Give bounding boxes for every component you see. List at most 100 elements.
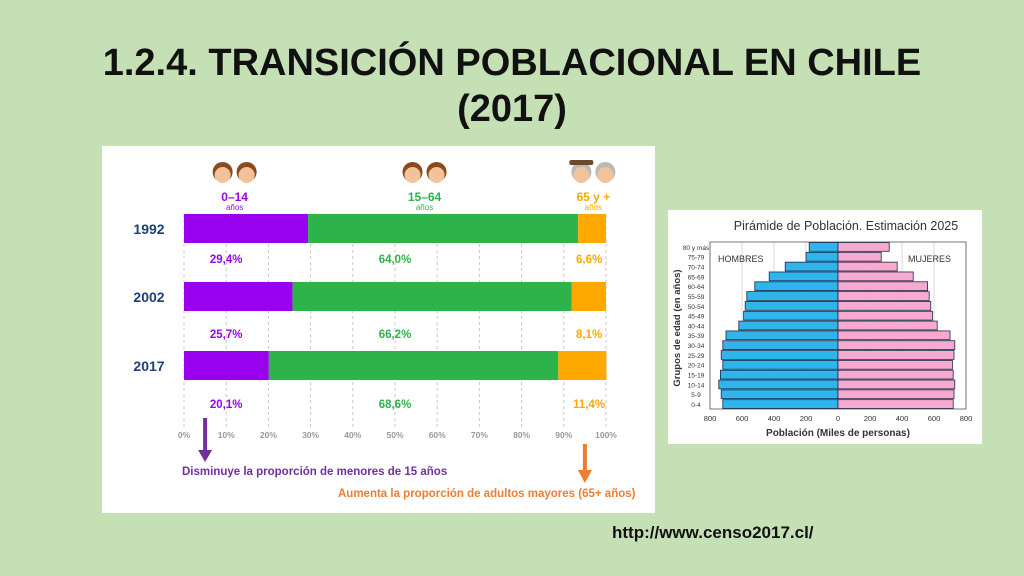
age-group-label: 75-79 <box>688 255 705 262</box>
data-label: 29,4% <box>210 254 243 266</box>
bar-women <box>837 310 933 321</box>
year-label: 2017 <box>133 358 164 374</box>
group-label-0: 0–14 <box>221 190 248 204</box>
bar-segment <box>292 282 572 311</box>
bar-women <box>837 389 955 400</box>
page-title: 1.2.4. TRANSICIÓN POBLACIONAL EN CHILE (… <box>0 40 1024 132</box>
age-group-label: 5-9 <box>691 392 701 399</box>
x-tick-label: 30% <box>302 430 319 440</box>
title-line-1: 1.2.4. TRANSICIÓN POBLACIONAL EN CHILE <box>102 42 922 84</box>
bar-men <box>725 330 839 341</box>
bar-men <box>720 369 839 380</box>
group-sublabel-2: años <box>585 203 602 212</box>
age-group-label: 45-49 <box>688 314 705 321</box>
x-tick-label: 400 <box>896 414 909 423</box>
plot-frame <box>709 241 967 410</box>
children-icon <box>212 162 257 183</box>
bar-segment <box>308 214 579 243</box>
x-axis-label: Población (Miles de personas) <box>766 428 910 439</box>
transition-chart: 0–14 años 15–64 años 65 y + años 0% 10% 20% 30% 4… <box>102 146 655 513</box>
x-tick-label: 800 <box>960 414 973 423</box>
bar-men <box>722 399 839 409</box>
bar-women <box>837 359 953 370</box>
data-label: 20,1% <box>210 399 243 411</box>
bar-women <box>837 340 956 350</box>
x-tick-label: 100% <box>595 430 617 440</box>
bar-men <box>720 389 839 400</box>
legend-men: HOMBRES <box>718 254 764 264</box>
adults-icon <box>402 162 447 183</box>
bar-women <box>837 291 930 301</box>
x-tick-label: 10% <box>218 430 235 440</box>
group-label-1: 15–64 <box>408 190 442 204</box>
data-label: 6,6% <box>576 254 602 266</box>
bar-segment <box>268 351 559 380</box>
x-tick-label: 20% <box>260 430 277 440</box>
group-sublabel-0: años <box>226 203 243 212</box>
x-tick-label: 60% <box>429 430 446 440</box>
bar-women <box>837 261 898 272</box>
bar-segment <box>184 214 309 243</box>
age-group-label: 50-54 <box>688 304 705 311</box>
x-tick-label: 50% <box>386 430 403 440</box>
data-label: 68,6% <box>379 399 412 411</box>
year-label: 2002 <box>133 289 164 305</box>
annotation-text: Aumenta la proporción de adultos mayores… <box>338 488 636 500</box>
bar-men <box>754 281 839 292</box>
bar-men <box>722 340 839 350</box>
bar-segment <box>578 214 606 243</box>
x-tick-label: 800 <box>704 414 717 423</box>
annotation-arrow-head <box>577 470 592 483</box>
bar-women <box>837 251 882 262</box>
age-group-label: 55-59 <box>688 294 705 301</box>
bar-women <box>837 281 928 292</box>
age-group-label: 30-34 <box>688 343 705 350</box>
x-tick-label: 0 <box>836 414 840 423</box>
pyramid-chart: Pirámide de Población. Estimación 2025 80… <box>672 219 973 439</box>
age-group-label: 20-24 <box>688 363 705 370</box>
bar-men <box>718 379 839 390</box>
y-axis-label: Grupos de edad (en años) <box>672 269 683 386</box>
age-group-label: 65-69 <box>688 274 705 281</box>
bar-men <box>746 291 839 301</box>
bar-men <box>738 320 839 331</box>
bar-segment <box>184 282 293 311</box>
x-tick-label: 600 <box>928 414 941 423</box>
bar-men <box>743 310 839 321</box>
age-group-label: 70-74 <box>688 264 705 271</box>
x-tick-label: 80% <box>513 430 530 440</box>
age-group-label: 10-14 <box>688 382 705 389</box>
bar-men <box>808 242 839 252</box>
age-group-label: 40-44 <box>688 323 705 330</box>
bar-women <box>837 330 951 341</box>
data-label: 66,2% <box>379 329 412 341</box>
group-sublabel-1: años <box>416 203 433 212</box>
x-tick-label: 40% <box>344 430 361 440</box>
bar-segment <box>571 282 606 311</box>
bar-women <box>837 320 938 331</box>
data-label: 8,1% <box>576 329 602 341</box>
bar-men <box>720 350 839 360</box>
source-url[interactable]: http://www.censo2017.cl/ <box>612 523 814 542</box>
bar-men <box>744 301 839 311</box>
x-tick-label: 400 <box>768 414 781 423</box>
annotation-arrow-head <box>198 450 213 462</box>
bar-women <box>837 399 954 409</box>
group-label-2: 65 y + <box>576 190 610 204</box>
bar-women <box>837 242 890 252</box>
bar-women <box>837 379 956 390</box>
data-label: 64,0% <box>379 254 412 266</box>
age-group-label: 25-29 <box>688 353 705 360</box>
bar-women <box>837 301 932 311</box>
data-label: 11,4% <box>573 399 605 411</box>
title-line-2: (2017) <box>457 88 567 130</box>
x-tick-label: 200 <box>800 414 813 423</box>
pyramid-title: Pirámide de Población. Estimación 2025 <box>734 219 958 233</box>
population-pyramid: Pirámide de Población. Estimación 2025 80… <box>668 210 982 444</box>
elderly-icon <box>569 160 616 183</box>
bar-women <box>837 350 955 360</box>
age-group-label: 80 y más <box>683 245 710 252</box>
x-tick-label: 200 <box>864 414 877 423</box>
data-label: 25,7% <box>210 329 243 341</box>
bar-women <box>837 369 954 380</box>
